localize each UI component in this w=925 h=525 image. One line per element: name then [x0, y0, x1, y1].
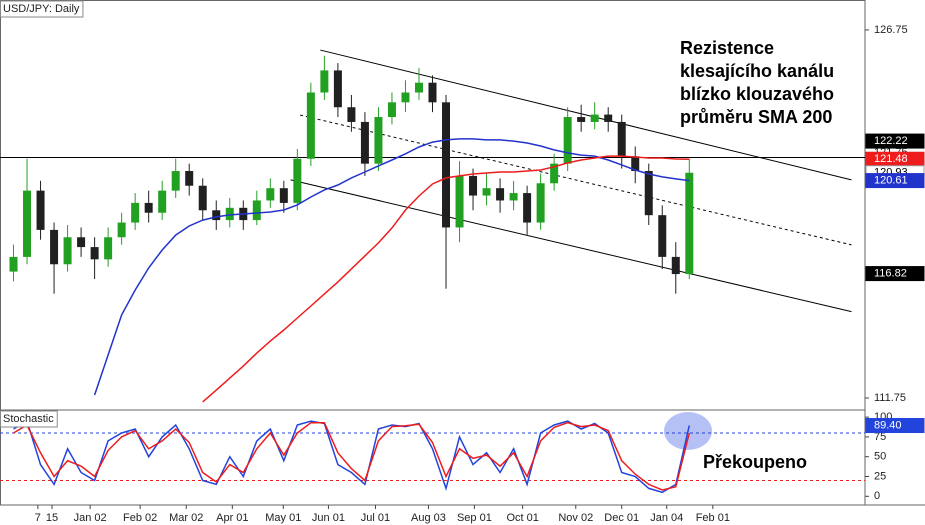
- y-tick-label: 75: [874, 431, 886, 443]
- channel-line: [290, 179, 852, 313]
- x-tick-label: Mar 02: [169, 512, 203, 524]
- stochastic-line: [13, 419, 691, 494]
- candle-body: [266, 188, 275, 201]
- price-label: 116.82: [874, 267, 907, 279]
- candle-body: [442, 102, 451, 228]
- candle-body: [77, 237, 86, 248]
- candle-body: [23, 190, 32, 257]
- candle-body: [414, 82, 423, 93]
- panel-title-box: [0, 410, 58, 428]
- y-tick-label: 111.75: [874, 392, 906, 404]
- x-tick-label: Sep 01: [457, 512, 492, 524]
- y-tick-label: 25: [874, 470, 886, 482]
- candle-body: [523, 193, 532, 223]
- candle-body: [563, 117, 572, 164]
- y-tick-label: 126.75: [874, 24, 908, 36]
- candle-body: [644, 171, 653, 216]
- candle-body: [658, 215, 667, 257]
- price-label-box: [865, 133, 925, 149]
- candle-body: [604, 114, 613, 122]
- channel-line: [320, 49, 852, 181]
- candle-body: [9, 256, 18, 272]
- x-tick-label: Aug 03: [411, 512, 446, 524]
- candle-body: [252, 200, 261, 221]
- candle-body: [590, 114, 599, 122]
- candle-body: [617, 121, 626, 157]
- x-tick-label: 7: [35, 512, 41, 524]
- panel-title-box: [0, 0, 84, 18]
- price-label: 120.61: [874, 174, 908, 186]
- candle-body: [185, 171, 194, 186]
- price-label: 89.40: [874, 419, 902, 431]
- candle-body: [171, 171, 180, 191]
- candle-body: [63, 237, 72, 265]
- price-label: 121.48: [874, 153, 908, 165]
- price-label-box: [865, 418, 925, 434]
- x-tick-label: Jul 01: [361, 512, 390, 524]
- candle-body: [509, 193, 518, 201]
- candle-body: [631, 156, 640, 172]
- annotation: průměru SMA 200: [680, 107, 832, 127]
- channel-line: [299, 114, 852, 246]
- panel-title: USD/JPY: Daily: [3, 3, 80, 15]
- annotation: Překoupeno: [703, 452, 807, 472]
- moving-average-line: [93, 138, 690, 396]
- candle-body: [293, 158, 302, 203]
- candle-body: [496, 188, 505, 201]
- x-tick-label: Jun 01: [312, 512, 345, 524]
- x-tick-label: May 01: [265, 512, 301, 524]
- x-tick-label: Feb 01: [696, 512, 730, 524]
- candle-body: [577, 117, 586, 122]
- x-tick-label: Apr 01: [216, 512, 248, 524]
- y-tick-label: 0: [874, 490, 880, 502]
- candle-body: [117, 222, 126, 238]
- x-tick-label: 15: [46, 512, 58, 524]
- candle-body: [536, 183, 545, 223]
- candle-body: [360, 121, 369, 164]
- candle-body: [428, 82, 437, 103]
- x-tick-label: Oct 01: [506, 512, 538, 524]
- candle-body: [104, 237, 113, 260]
- candle-body: [685, 172, 694, 275]
- candle-body: [131, 202, 140, 223]
- price-label-box: [865, 266, 925, 282]
- candle-body: [279, 188, 288, 203]
- candle-body: [374, 117, 383, 164]
- x-tick-label: Jan 02: [74, 512, 107, 524]
- candle-body: [50, 229, 59, 265]
- price-label: 122.22: [874, 135, 908, 147]
- x-tick-label: Feb 02: [123, 512, 157, 524]
- candle-body: [36, 190, 45, 230]
- candle-body: [306, 92, 315, 159]
- candle-body: [347, 107, 356, 122]
- annotation: Rezistence: [680, 38, 774, 58]
- panel-title: Stochastic: [3, 413, 54, 425]
- candle-body: [482, 188, 491, 196]
- y-tick-label: 50: [874, 451, 886, 463]
- candle-body: [158, 190, 167, 213]
- candle-body: [320, 70, 329, 93]
- candle-body: [333, 70, 342, 108]
- candle-body: [455, 175, 464, 228]
- candle-body: [212, 210, 221, 221]
- x-tick-label: Dec 01: [604, 512, 639, 524]
- x-tick-label: Nov 02: [558, 512, 593, 524]
- candle-body: [225, 207, 234, 221]
- candle-body: [671, 256, 680, 275]
- candle-body: [144, 202, 153, 213]
- x-tick-label: Jan 04: [650, 512, 683, 524]
- stochastic-line: [13, 421, 691, 491]
- moving-average-line: [202, 155, 690, 403]
- annotation: blízko klouzavého: [680, 84, 834, 104]
- candle-body: [469, 175, 478, 196]
- price-label-box: [865, 173, 925, 189]
- candle-body: [90, 247, 99, 260]
- candle-body: [401, 92, 410, 103]
- annotation: klesajícího kanálu: [680, 61, 834, 81]
- candle-body: [550, 163, 559, 184]
- candle-body: [198, 185, 207, 211]
- candle-body: [387, 102, 396, 118]
